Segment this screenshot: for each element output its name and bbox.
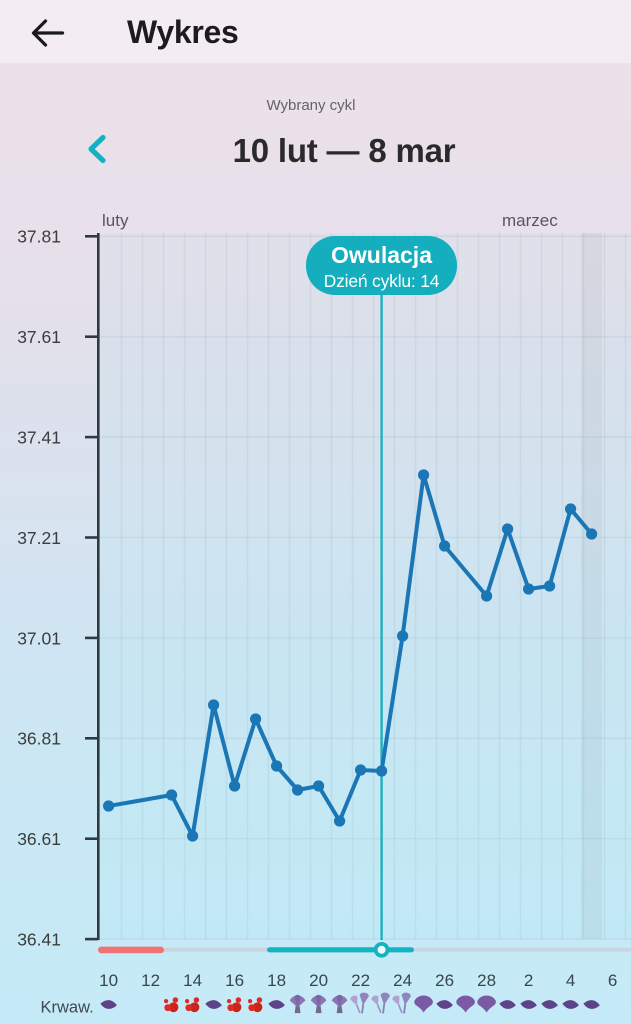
svg-text:2: 2	[524, 971, 533, 990]
svg-text:22: 22	[351, 971, 370, 990]
svg-text:6: 6	[608, 971, 617, 990]
svg-text:4: 4	[566, 971, 575, 990]
svg-text:36.81: 36.81	[17, 729, 61, 749]
svg-text:37.01: 37.01	[17, 628, 61, 648]
svg-text:36.61: 36.61	[17, 829, 61, 849]
svg-text:luty: luty	[102, 211, 129, 230]
svg-text:37.41: 37.41	[17, 428, 61, 448]
svg-text:26: 26	[435, 971, 454, 990]
svg-text:16: 16	[225, 971, 244, 990]
svg-text:marzec: marzec	[502, 211, 558, 230]
svg-text:37.81: 37.81	[17, 227, 61, 247]
svg-text:Krwaw.: Krwaw.	[41, 999, 94, 1017]
svg-text:18: 18	[267, 971, 286, 990]
svg-text:37.61: 37.61	[17, 327, 61, 347]
svg-text:12: 12	[141, 971, 160, 990]
svg-text:10: 10	[99, 971, 118, 990]
svg-text:36.41: 36.41	[17, 930, 61, 950]
svg-text:24: 24	[393, 971, 412, 990]
svg-text:37.21: 37.21	[17, 528, 61, 548]
svg-text:28: 28	[477, 971, 496, 990]
svg-text:20: 20	[309, 971, 328, 990]
svg-text:14: 14	[183, 971, 202, 990]
